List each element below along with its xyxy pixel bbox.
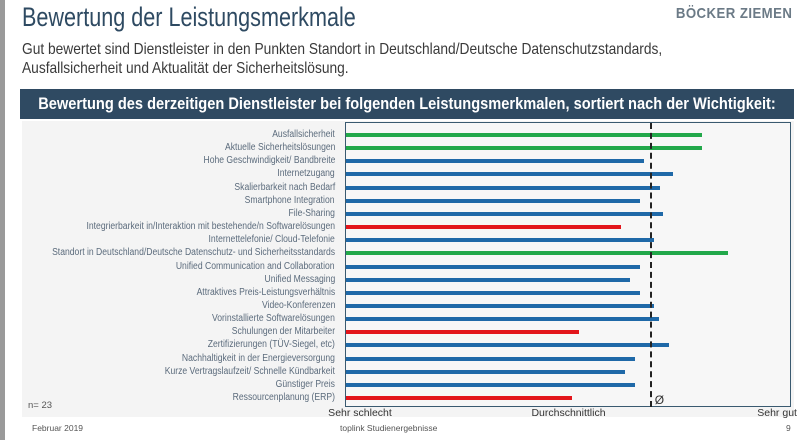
- bar: [346, 198, 640, 203]
- category-label: Vorinstallierte Softwarelösungen: [212, 313, 335, 325]
- bar: [346, 330, 579, 335]
- category-label: Günstiger Preis: [275, 378, 335, 390]
- category-label: Kurze Vertragslaufzeit/ Schnelle Kündbar…: [164, 365, 335, 377]
- bar: [346, 382, 636, 387]
- bar: [346, 264, 640, 269]
- bar: [346, 290, 640, 295]
- x-tick-label: Sehr gut: [757, 407, 797, 419]
- bar: [346, 303, 655, 308]
- average-label: Ø: [654, 393, 665, 407]
- bar: [346, 133, 702, 137]
- bar: [346, 185, 660, 190]
- bar: [346, 146, 702, 151]
- category-label: Integrierbarkeit in/Interaktion mit best…: [86, 221, 335, 233]
- category-label: Ressourcenplanung (ERP): [232, 392, 335, 403]
- page-title: Bewertung der Leistungsmerkmale: [22, 2, 356, 32]
- category-label: Nachhaltigkeit in der Energieversorgung: [182, 352, 335, 364]
- footer-source: toplink Studienergebnisse: [340, 423, 438, 433]
- category-label: Attraktives Preis-Leistungsverhältnis: [196, 286, 335, 298]
- bar: [346, 369, 626, 374]
- category-label: Aktuelle Sicherheitslösungen: [224, 142, 335, 154]
- bar: [346, 238, 655, 243]
- subtitle-line-2: Ausfallsicherheit und Aktualität der Sic…: [22, 60, 349, 77]
- average-line: [649, 123, 652, 407]
- bar: [346, 396, 572, 400]
- brand-logo: BÖCKER ZIEMEN: [675, 5, 792, 22]
- x-tick-label: Sehr schlecht: [328, 407, 392, 419]
- bar: [346, 356, 636, 361]
- bar: [346, 343, 669, 348]
- category-label: File-Sharing: [288, 207, 335, 219]
- subtitle-line-1: Gut bewertet sind Dienstleister in den P…: [22, 41, 663, 58]
- category-label: Unified Messaging: [264, 273, 335, 285]
- bar: [346, 225, 621, 230]
- footer-date: Februar 2019: [32, 423, 84, 433]
- chart-banner-text: Bewertung des derzeitigen Dienstleister …: [38, 94, 776, 113]
- x-tick-label: Durchschnittlich: [531, 407, 606, 419]
- bar: [346, 172, 674, 177]
- left-edge: [0, 0, 5, 440]
- category-label: Standort in Deutschland/Deutsche Datensc…: [51, 247, 335, 259]
- bar: [346, 277, 630, 282]
- category-label: Hohe Geschwindigkeit/ Bandbreite: [203, 155, 335, 167]
- category-label: Ausfallsicherheit: [272, 129, 335, 140]
- category-label: Internetzugang: [277, 168, 335, 180]
- category-label: Skalierbarkeit nach Bedarf: [234, 181, 335, 193]
- bar: [346, 159, 645, 164]
- category-label: Schulungen der Mitarbeiter: [231, 326, 335, 338]
- page-number: 9: [786, 423, 791, 433]
- category-label: Video-Konferenzen: [261, 299, 335, 311]
- bar: [346, 317, 659, 322]
- category-label: Internettelefonie/ Cloud-Telefonie: [208, 234, 335, 246]
- chart-banner: Bewertung des derzeitigen Dienstleister …: [20, 89, 794, 119]
- bar: [346, 211, 664, 216]
- sample-size: n= 23: [28, 400, 53, 411]
- bar: [346, 251, 728, 256]
- category-label: Smartphone Integration: [245, 194, 335, 206]
- category-label: Unified Communication and Collaboration: [176, 260, 335, 272]
- category-label: Zertifizierungen (TÜV-Siegel, etc): [207, 339, 335, 351]
